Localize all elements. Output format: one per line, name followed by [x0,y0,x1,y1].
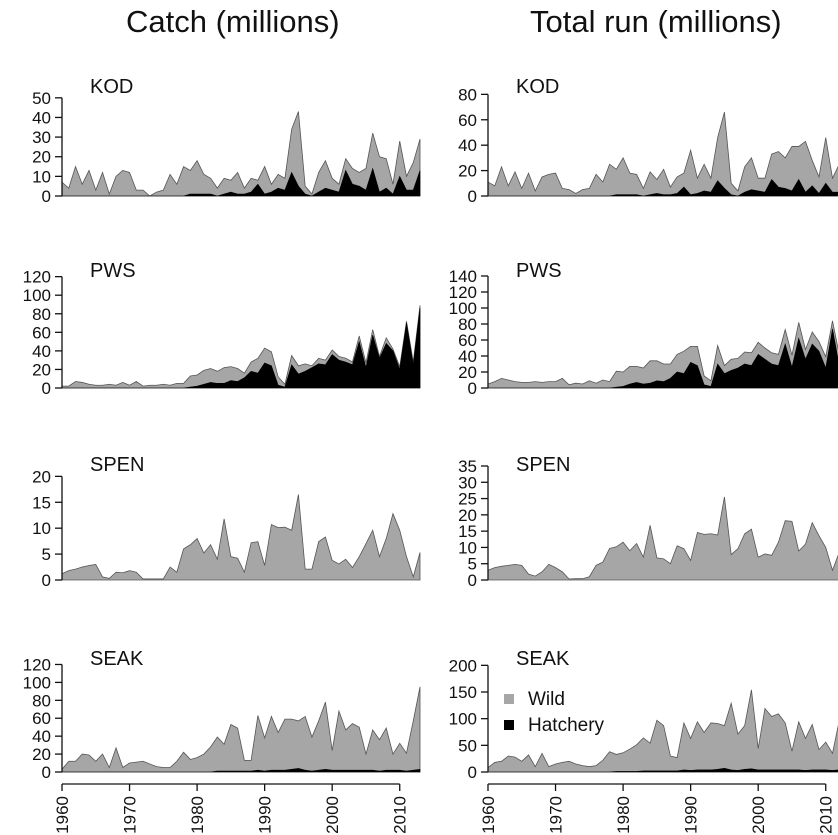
catch-kod-y-tick-label: 20 [32,148,51,167]
total-run-spen-wild-area [487,496,838,581]
catch-spen-y-tick-label: 5 [42,545,51,564]
catch-pws-y-tick-label: 80 [32,305,51,324]
total-run-seak-x-tick-label: 1970 [547,796,566,834]
total-run-seak-wild-area [487,689,838,773]
catch-seak-y-tick-label: 0 [42,763,51,782]
catch-spen-y-tick-label: 20 [32,467,51,486]
legend-label-hatchery: Hatchery [528,715,605,736]
catch-spen-wild-area [61,494,421,581]
catch-seak-y-tick-label: 80 [32,691,51,710]
catch-spen-y-tick-label: 10 [32,519,51,538]
total-run-pws-region-label: PWS [516,260,562,282]
catch-seak-y-tick-label: 60 [32,709,51,728]
catch-pws-region-label: PWS [90,260,136,282]
total-run-kod-hatchery-area [488,178,838,197]
total-run-seak-y-tick-label: 0 [468,763,477,782]
total-run-pws-hatchery-area [488,328,838,389]
total-run-kod-region-label: KOD [516,76,559,98]
catch-spen-region-label: SPEN [90,454,144,476]
total-run-seak-x-tick-label: 2000 [749,796,768,834]
catch-pws-y-tick-label: 120 [23,268,51,287]
total-run-pws-y-tick-label: 20 [458,363,477,382]
total-run-pws-y-tick-label: 80 [458,315,477,334]
total-run-spen-y-tick-label: 15 [458,522,477,541]
total-run-kod-y-tick-label: 40 [458,136,477,155]
total-run-seak-hatchery-area [488,767,838,773]
catch-seak-y-tick-label: 20 [32,745,51,764]
total-run-spen-y-tick-label: 0 [468,571,477,590]
total-run-seak-y-tick-label: 100 [449,710,477,729]
total-run-seak-y-tick-label: 150 [449,683,477,702]
total-run-seak-panel: 0 50 100 150 200 SEAK 1960 1970 1980 1990 2000 2010 [449,648,838,834]
legend-swatch-hatchery [504,720,514,730]
total-run-kod-y-tick-label: 80 [458,85,477,104]
total-run-pws-y-tick-label: 100 [449,299,477,318]
catch-kod-y-tick-label: 40 [32,108,51,127]
total-run-kod-wild-area [487,112,838,197]
catch-seak-x-tick-label: 2000 [323,796,342,834]
total-run-seak-y-tick-label: 50 [458,736,477,755]
total-run-spen-region-label: SPEN [516,454,570,476]
catch-kod-y-tick-label: 10 [32,167,51,186]
total-run-spen-y-tick-label: 10 [458,538,477,557]
catch-pws-y-tick-label: 40 [32,342,51,361]
catch-spen-y-tick-label: 15 [32,493,51,512]
catch-seak-region-label: SEAK [90,648,144,670]
catch-spen-panel: 0 5 10 15 20 SPEN [32,454,421,590]
catch-spen-y-tick-label: 0 [42,571,51,590]
catch-kod-hatchery-area [62,167,421,197]
total-run-seak-x-tick-label: 1980 [614,796,633,834]
total-run-column-title: Total run (millions) [530,4,782,39]
catch-seak-x-tick-label: 1960 [53,796,72,834]
catch-kod-region-label: KOD [90,76,133,98]
legend-label-wild: Wild [528,689,565,710]
catch-seak-y-tick-label: 120 [23,655,51,674]
total-run-spen-y-tick-label: 35 [458,457,477,476]
catch-pws-y-tick-label: 60 [32,323,51,342]
total-run-pws-y-tick-label: 120 [449,283,477,302]
catch-seak-x-tick-label: 1970 [121,796,140,834]
total-run-kod-y-tick-label: 0 [468,187,477,206]
total-run-spen-y-tick-label: 25 [458,490,477,509]
total-run-seak-x-tick-label: 1960 [479,796,498,834]
catch-seak-hatchery-area [62,768,421,773]
total-run-seak-x-tick-label: 1990 [682,796,701,834]
catch-pws-y-tick-label: 20 [32,360,51,379]
catch-pws-y-tick-label: 100 [23,286,51,305]
catch-seak-y-tick-label: 40 [32,727,51,746]
catch-pws-hatchery-area [62,308,421,389]
total-run-pws-y-tick-label: 0 [468,379,477,398]
total-run-kod-panel: 0 20 40 60 80 KOD [458,76,838,206]
total-run-seak-y-tick-label: 200 [449,656,477,675]
total-run-pws-y-tick-label: 140 [449,267,477,286]
catch-seak-x-tick-label: 1990 [256,796,275,834]
catch-pws-y-tick-label: 0 [42,379,51,398]
legend: Wild Hatchery [504,689,605,736]
catch-seak-x-tick-label: 1980 [188,796,207,834]
total-run-spen-y-tick-label: 30 [458,473,477,492]
total-run-spen-y-tick-label: 5 [468,555,477,574]
catch-seak-x-tick-label: 2010 [391,796,410,834]
catch-kod-y-tick-label: 30 [32,128,51,147]
total-run-pws-y-tick-label: 40 [458,347,477,366]
total-run-spen-y-tick-label: 20 [458,506,477,525]
total-run-pws-y-tick-label: 60 [458,331,477,350]
catch-seak-wild-area [61,686,421,773]
total-run-seak-region-label: SEAK [516,648,570,670]
catch-column-title: Catch (millions) [126,4,340,39]
catch-kod-wild-area [61,111,421,197]
total-run-kod-y-tick-label: 20 [458,162,477,181]
catch-kod-y-tick-label: 50 [32,89,51,108]
total-run-kod-y-tick-label: 60 [458,111,477,130]
legend-swatch-wild [504,694,514,704]
total-run-seak-x-tick-label: 2010 [817,796,836,834]
catch-kod-y-tick-label: 0 [42,187,51,206]
catch-seak-y-tick-label: 100 [23,673,51,692]
